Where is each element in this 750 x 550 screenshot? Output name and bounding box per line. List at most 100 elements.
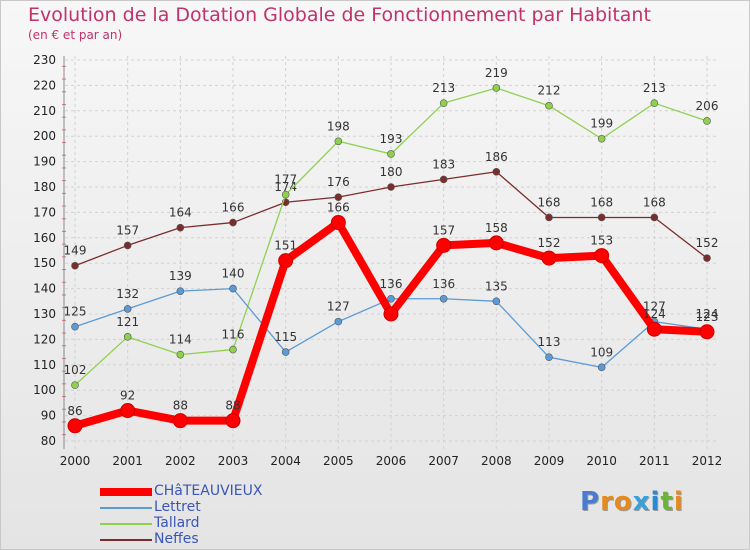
- logo-letter: P: [580, 487, 601, 517]
- data-point: [229, 284, 237, 293]
- data-label: 219: [485, 66, 508, 80]
- y-tick-label: 190: [33, 155, 56, 169]
- data-point: [488, 235, 504, 251]
- data-label: 177: [274, 173, 297, 187]
- y-tick-label: 170: [33, 205, 56, 219]
- data-label: 92: [120, 389, 135, 403]
- y-tick-label: 180: [33, 180, 56, 194]
- data-label: 124: [696, 307, 719, 321]
- data-point: [646, 321, 662, 337]
- data-label: 168: [643, 195, 666, 209]
- y-tick-label: 120: [33, 332, 56, 346]
- data-point: [541, 250, 557, 266]
- legend-swatch-chateauvieux: [100, 488, 152, 496]
- x-tick-label: 2009: [534, 454, 565, 468]
- data-point: [650, 213, 659, 222]
- data-point: [334, 137, 343, 146]
- data-label: 158: [485, 221, 508, 235]
- data-point: [492, 297, 501, 306]
- data-label: 180: [380, 165, 403, 179]
- data-point: [387, 294, 395, 303]
- data-label: 136: [380, 277, 403, 291]
- data-point: [594, 248, 610, 264]
- data-label: 199: [590, 117, 613, 131]
- data-point: [439, 175, 448, 184]
- data-point: [176, 350, 185, 359]
- data-label: 166: [222, 201, 245, 215]
- data-label: 183: [432, 157, 455, 171]
- legend-item-tallard[interactable]: Tallard: [100, 515, 340, 532]
- data-label: 127: [643, 300, 666, 314]
- data-point: [225, 413, 241, 429]
- data-label: 109: [590, 345, 613, 359]
- data-point: [229, 218, 237, 227]
- x-tick-label: 2006: [376, 454, 407, 468]
- data-point: [71, 381, 79, 389]
- data-label: 206: [696, 99, 719, 113]
- data-label: 176: [327, 175, 350, 189]
- data-label: 152: [696, 236, 719, 250]
- data-point: [545, 213, 553, 222]
- data-label: 151: [274, 239, 297, 253]
- data-point: [123, 333, 132, 341]
- data-point: [545, 101, 553, 110]
- legend-label-neffes: Neffes: [154, 531, 199, 547]
- legend-swatch-lettret: [100, 507, 152, 509]
- data-point: [67, 418, 83, 434]
- y-tick-label: 150: [33, 256, 56, 270]
- data-label: 132: [116, 287, 139, 301]
- x-tick-label: 2012: [692, 454, 723, 468]
- legend-item-chateauvieux[interactable]: CHâTEAUVIEUX: [100, 483, 340, 500]
- y-tick-label: 210: [33, 104, 56, 118]
- data-label: 124: [643, 307, 666, 321]
- logo-letter: t: [660, 487, 674, 517]
- data-label: 88: [173, 399, 188, 413]
- data-label: 149: [64, 244, 87, 258]
- data-point: [278, 253, 294, 269]
- y-tick-label: 110: [33, 358, 56, 372]
- chart-legend: CHâTEAUVIEUX Lettret Tallard Neffes: [100, 483, 340, 548]
- data-point: [334, 317, 343, 326]
- legend-item-neffes[interactable]: Neffes: [100, 531, 340, 548]
- data-point: [330, 215, 346, 231]
- data-label: 152: [538, 236, 561, 250]
- legend-label-tallard: Tallard: [154, 515, 200, 531]
- data-point: [281, 190, 290, 199]
- data-point: [492, 84, 501, 92]
- y-tick-label: 100: [33, 383, 56, 397]
- legend-label-chateauvieux: CHâTEAUVIEUX: [154, 483, 263, 499]
- x-tick-label: 2003: [218, 454, 249, 468]
- y-tick-label: 230: [33, 53, 56, 67]
- data-point: [439, 99, 448, 107]
- x-tick-label: 2004: [270, 454, 301, 468]
- data-point: [545, 353, 553, 361]
- data-point: [492, 167, 501, 176]
- logo-letter: i: [650, 487, 661, 517]
- proxiti-logo: Proxiti: [580, 487, 684, 517]
- data-point: [597, 134, 606, 143]
- data-label: 153: [590, 234, 613, 248]
- data-label: 115: [274, 330, 297, 344]
- x-tick-label: 2005: [323, 454, 354, 468]
- data-point: [176, 223, 185, 232]
- legend-swatch-tallard: [100, 523, 152, 525]
- data-label: 166: [327, 201, 350, 215]
- data-label: 135: [485, 279, 508, 293]
- x-tick-label: 2001: [112, 454, 143, 468]
- data-label: 113: [538, 335, 561, 349]
- data-point: [387, 183, 395, 191]
- chart-title: Evolution de la Dotation Globale de Fonc…: [28, 4, 651, 26]
- data-point: [71, 322, 79, 331]
- data-label: 123: [696, 310, 719, 324]
- data-label: 174: [274, 180, 297, 194]
- data-label: 168: [538, 195, 561, 209]
- data-point: [436, 237, 452, 253]
- data-label: 136: [432, 277, 455, 291]
- logo-letter: o: [613, 487, 633, 517]
- data-label: 186: [485, 150, 508, 164]
- logo-letter: i: [673, 487, 684, 517]
- logo-letter: x: [632, 487, 651, 517]
- legend-item-lettret[interactable]: Lettret: [100, 499, 340, 516]
